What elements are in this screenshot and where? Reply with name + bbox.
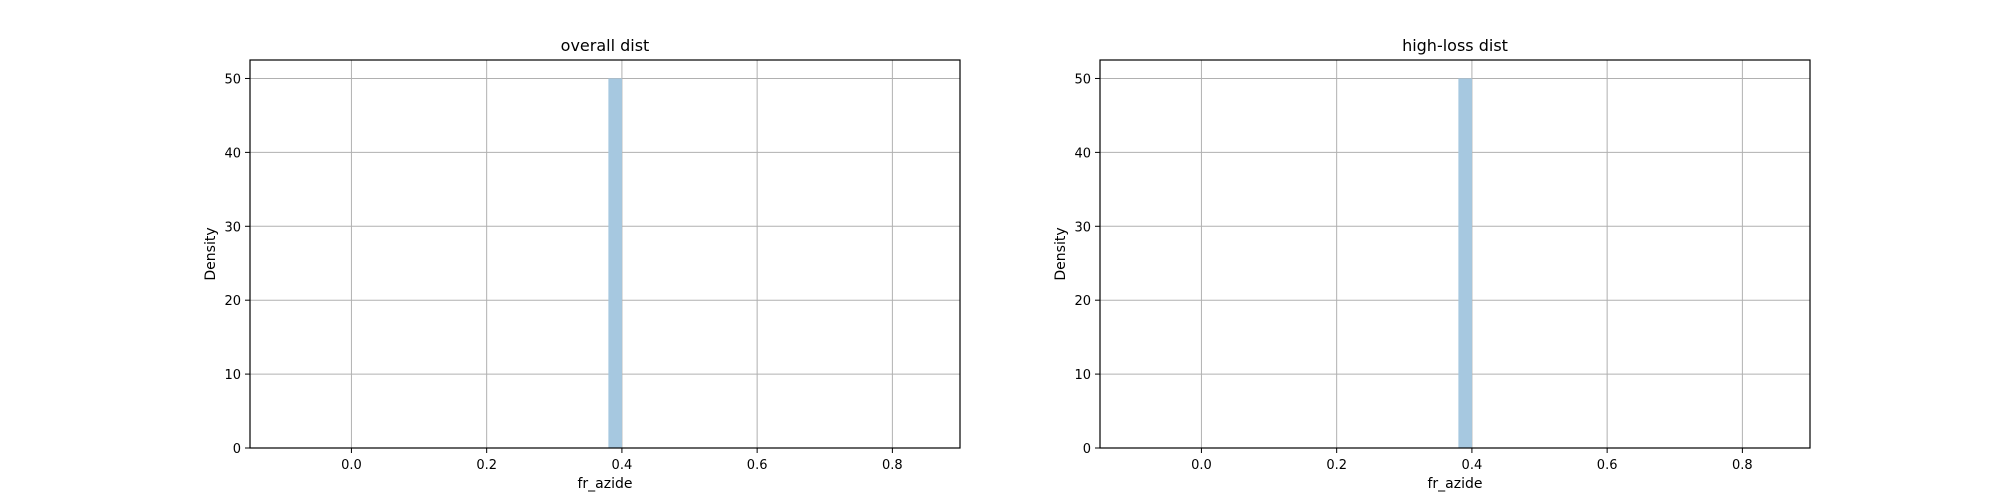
x-tick-label: 0.4 bbox=[1462, 458, 1483, 473]
y-tick-label: 40 bbox=[1074, 146, 1091, 161]
x-tick-label: 0.2 bbox=[1326, 458, 1347, 473]
y-tick-label: 50 bbox=[1074, 72, 1091, 87]
x-tick-label: 0.0 bbox=[341, 458, 362, 473]
y-tick-label: 30 bbox=[224, 220, 241, 235]
plot-area bbox=[1100, 60, 1810, 448]
x-tick-label: 0.8 bbox=[1732, 458, 1753, 473]
histogram-bars bbox=[1458, 78, 1472, 448]
y-tick-label: 30 bbox=[1074, 220, 1091, 235]
chart-title: high-loss dist bbox=[1402, 36, 1508, 55]
histogram-bar bbox=[1458, 78, 1472, 448]
axes-frame bbox=[249, 59, 961, 449]
y-tick-label: 40 bbox=[224, 146, 241, 161]
x-axis-label: fr_azide bbox=[1427, 476, 1482, 492]
x-ticks: 0.0 0.2 0.4 0.6 0.8 bbox=[1191, 448, 1753, 473]
histogram-bar bbox=[608, 78, 622, 448]
x-tick-label: 0.6 bbox=[747, 458, 768, 473]
y-tick-label: 10 bbox=[1074, 368, 1091, 383]
y-tick-label: 20 bbox=[224, 294, 241, 309]
x-tick-label: 0.6 bbox=[1597, 458, 1618, 473]
high-loss-dist-panel: 0.0 0.2 0.4 0.6 0.8 0 10 20 30 40 50 high-loss di… bbox=[1053, 36, 1811, 492]
x-tick-label: 0.8 bbox=[882, 458, 903, 473]
y-tick-label: 50 bbox=[224, 72, 241, 87]
y-axis-label: Density bbox=[203, 227, 219, 280]
overall-dist-panel: 0.0 0.2 0.4 0.6 0.8 0 10 20 30 40 50 overall dist… bbox=[203, 36, 961, 492]
y-ticks: 0 10 20 30 40 50 bbox=[1074, 72, 1100, 457]
axes-frame bbox=[1099, 59, 1811, 449]
y-ticks: 0 10 20 30 40 50 bbox=[224, 72, 250, 457]
x-tick-label: 0.0 bbox=[1191, 458, 1212, 473]
x-tick-label: 0.4 bbox=[612, 458, 633, 473]
x-axis-label: fr_azide bbox=[577, 476, 632, 492]
plot-area bbox=[250, 60, 960, 448]
y-tick-label: 10 bbox=[224, 368, 241, 383]
y-axis-label: Density bbox=[1053, 227, 1069, 280]
x-ticks: 0.0 0.2 0.4 0.6 0.8 bbox=[341, 448, 903, 473]
y-tick-label: 20 bbox=[1074, 294, 1091, 309]
chart-title: overall dist bbox=[561, 36, 650, 55]
histogram-bars bbox=[608, 78, 622, 448]
y-tick-label: 0 bbox=[233, 442, 241, 457]
x-tick-label: 0.2 bbox=[476, 458, 497, 473]
y-tick-label: 0 bbox=[1083, 442, 1091, 457]
